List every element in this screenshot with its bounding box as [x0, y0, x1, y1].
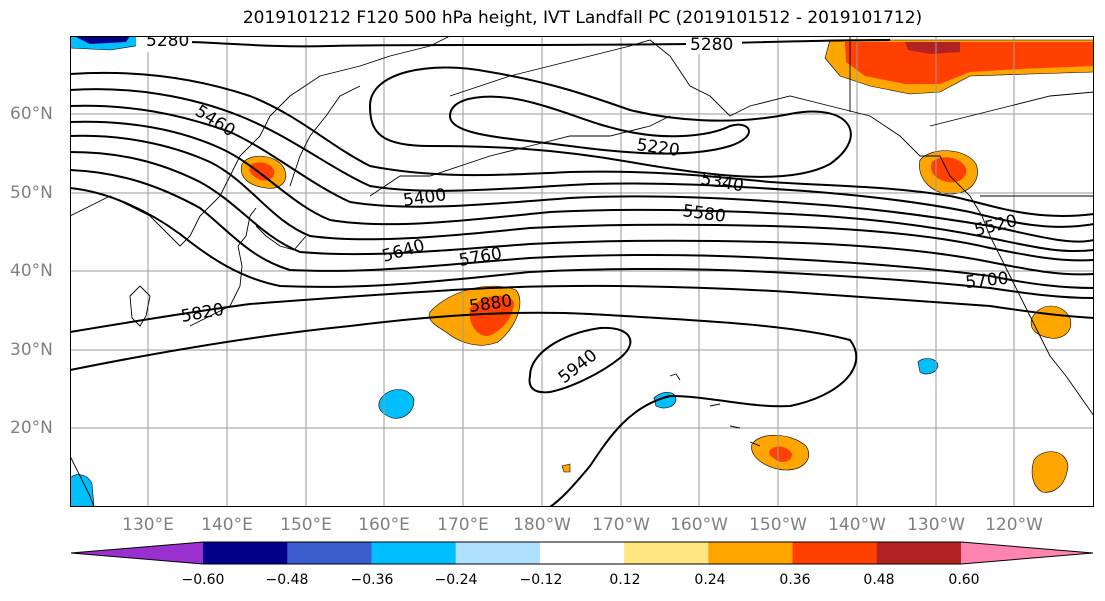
coast-philippines [70, 455, 95, 507]
colorbar-tick-label: −0.12 [519, 572, 563, 588]
colorbar-segment [203, 542, 288, 564]
figure-title: 2019101212 F120 500 hPa height, IVT Land… [242, 8, 923, 28]
lat-label: 30°N [10, 340, 53, 360]
colorbar-svg [70, 541, 1094, 565]
contour-5760 [70, 187, 1094, 299]
colorbar-segment [455, 542, 541, 564]
colorbar-tick-label: −0.24 [434, 572, 478, 588]
contour-label: 5580 [681, 201, 727, 227]
ivt-blob-kamchatka-core [249, 162, 275, 181]
colorbar [70, 541, 1096, 571]
contour-label: 5280 [146, 36, 189, 51]
colorbar-tick-label: −0.36 [350, 572, 394, 588]
map-panel: 5280 5280 5460 5220 5340 5400 5580 5520 … [70, 36, 1094, 507]
ivt-blob-bc-core [930, 157, 967, 183]
lon-label: 160°W [670, 515, 728, 535]
colorbar-tick-label: 0.36 [779, 572, 811, 588]
ivt-shading [70, 36, 1094, 507]
coast-bc-inner [929, 91, 1094, 127]
coast-alaska [449, 39, 951, 177]
contour-5520 [70, 120, 1094, 253]
coast-korea [129, 285, 151, 327]
lon-label: 160°E [358, 515, 410, 535]
lon-label: 150°W [749, 515, 807, 535]
contour-label: 5940 [555, 346, 601, 388]
map-svg: 5280 5280 5460 5220 5340 5400 5580 5520 … [70, 36, 1094, 507]
lon-label: 120°W [985, 515, 1043, 535]
coast-japan [189, 207, 257, 327]
colorbar-tick-label: 0.60 [948, 572, 980, 588]
lon-label: 130°W [907, 515, 965, 535]
colorbar-segment [624, 542, 709, 564]
contour-label: 5640 [380, 236, 427, 267]
colorbar-tick-label: 0.12 [609, 572, 641, 588]
lon-label: 170°E [437, 515, 489, 535]
lon-label: 140°E [201, 515, 253, 535]
ivt-blob-small [561, 463, 571, 473]
contour-5580 [70, 134, 1094, 262]
gridlines [70, 36, 1094, 507]
lat-label: 50°N [10, 183, 53, 203]
colorbar-tick-label: −0.48 [265, 572, 309, 588]
ivt-blob-se [1031, 451, 1069, 493]
hawaii-islands [669, 373, 761, 447]
lon-label: 150°E [280, 515, 332, 535]
height-contours [70, 39, 1094, 507]
contour-5880 [70, 311, 858, 507]
coastlines [70, 36, 1094, 507]
ivt-blob-california [1030, 305, 1072, 339]
coast-westus [949, 175, 1094, 417]
coast-kurils [255, 225, 307, 251]
colorbar-extend-high [961, 542, 1093, 564]
contour-label: 5220 [635, 135, 681, 161]
lon-label: 140°W [828, 515, 886, 535]
ivt-blob-alaska-max [905, 42, 960, 54]
contour-5820 [70, 284, 1094, 333]
contour-label: 5340 [699, 169, 745, 196]
colorbar-tick-label: 0.24 [694, 572, 726, 588]
contour-5280 [149, 39, 891, 48]
lon-label: 130°E [122, 515, 174, 535]
lat-label: 60°N [10, 104, 53, 124]
lat-label: 40°N [10, 261, 53, 281]
colorbar-tick-label: −0.60 [181, 572, 225, 588]
contour-5460 [70, 104, 1094, 243]
contour-5220-inner [448, 95, 750, 155]
contour-label: 5760 [457, 244, 503, 271]
coast-aleutians [369, 115, 671, 197]
contour-5340 [70, 71, 1094, 217]
colorbar-segment [708, 542, 794, 564]
lon-label: 170°W [592, 515, 650, 535]
contour-5940 [528, 326, 632, 394]
colorbar-segment [792, 542, 878, 564]
colorbar-segment [876, 542, 962, 564]
colorbar-segment [539, 542, 625, 564]
ivt-blob-neg-1 [378, 389, 415, 419]
contour-5700 [70, 169, 1094, 289]
contour-label: 5820 [179, 300, 225, 327]
colorbar-tick-label: 0.48 [863, 572, 895, 588]
contour-5220 [368, 66, 852, 178]
ivt-blob-hawaii-core [769, 446, 792, 462]
ivt-blob-neg-3 [917, 358, 939, 375]
contour-label: 5280 [690, 36, 733, 55]
colorbar-segment [287, 542, 372, 564]
contour-label: 5520 [972, 211, 1019, 241]
lat-label: 20°N [10, 418, 53, 438]
ivt-blob-nw-neg-core [74, 36, 130, 44]
ivt-blob-central-core [469, 295, 514, 336]
contour-label: 5700 [964, 269, 1009, 293]
colorbar-outline [70, 541, 1094, 565]
contour-5640 [70, 151, 1094, 276]
coast-kamchatka [289, 85, 361, 187]
contour-5400 [70, 88, 1094, 228]
colorbar-segment [371, 542, 457, 564]
lon-label: 180°W [513, 515, 571, 535]
colorbar-extend-low [71, 542, 203, 564]
ivt-blob-alaska-core [845, 42, 1094, 84]
ivt-blob-neg-4 [70, 474, 95, 507]
coast-asia [70, 36, 451, 247]
